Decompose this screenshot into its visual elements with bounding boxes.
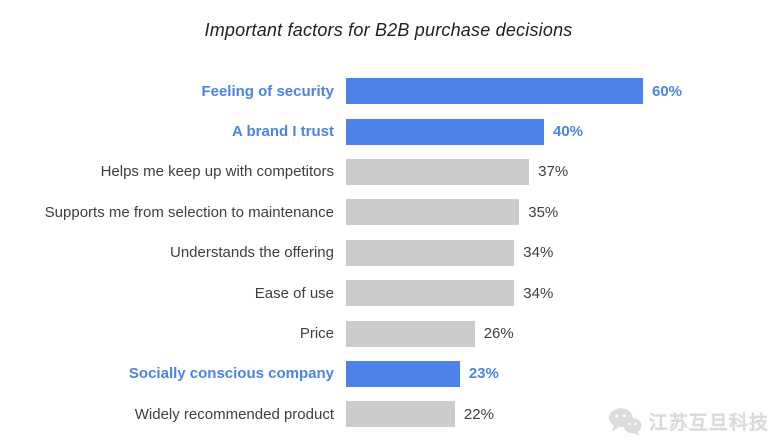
bar — [346, 199, 520, 226]
chart-row: Feeling of security 60% — [0, 71, 777, 111]
wechat-icon — [608, 407, 642, 436]
bar-area: 40% — [346, 118, 777, 145]
category-label: Supports me from selection to maintenanc… — [44, 203, 334, 221]
category-label: Helps me keep up with competitors — [100, 163, 334, 181]
chart-row: Widely recommended product 22% — [0, 394, 777, 434]
bar-area: 26% — [346, 320, 777, 347]
value-label: 23% — [468, 365, 499, 383]
bar-area: 35% — [346, 199, 777, 226]
value-label: 37% — [538, 163, 569, 181]
bar — [346, 360, 460, 387]
value-label: 60% — [652, 82, 683, 100]
category-label: Understands the offering — [170, 244, 334, 262]
chart-row: A brand I trust 40% — [0, 111, 777, 151]
chart-row: Helps me keep up with competitors 37% — [0, 152, 777, 192]
value-label: 22% — [463, 405, 494, 423]
watermark: 江苏互旦科技 — [608, 407, 769, 436]
bar-area: 34% — [346, 239, 777, 266]
value-label: 26% — [483, 325, 514, 343]
value-label: 35% — [528, 203, 559, 221]
bar-area: 34% — [346, 280, 777, 307]
bar — [346, 320, 475, 347]
chart-row: Ease of use 34% — [0, 273, 777, 313]
bar — [346, 239, 515, 266]
bar-area: 60% — [346, 78, 777, 105]
bar-area: 37% — [346, 158, 777, 185]
bar — [346, 280, 515, 307]
chart-row: Understands the offering 34% — [0, 233, 777, 273]
chart-row: Supports me from selection to maintenanc… — [0, 192, 777, 232]
bar-area: 22% — [346, 401, 777, 428]
category-label: Feeling of security — [201, 82, 334, 100]
watermark-text: 江苏互旦科技 — [648, 413, 769, 434]
category-label: Price — [299, 325, 334, 343]
bar — [346, 401, 455, 428]
category-label: Ease of use — [254, 284, 334, 302]
bar — [346, 158, 530, 185]
value-label: 34% — [523, 284, 554, 302]
category-label: A brand I trust — [232, 123, 334, 141]
chart-row: Price 26% — [0, 313, 777, 353]
category-label: Widely recommended product — [134, 405, 334, 423]
bar-area: 23% — [346, 360, 777, 387]
bar-rows: Feeling of security 60% A brand I trust 40%… — [0, 71, 777, 435]
value-label: 34% — [523, 244, 554, 262]
chart-title: Important factors for B2B purchase decis… — [204, 20, 573, 40]
bar — [346, 78, 643, 105]
bar — [346, 118, 544, 145]
value-label: 40% — [553, 123, 584, 141]
chart-row: Socially conscious company 23% — [0, 354, 777, 394]
category-label: Socially conscious company — [128, 365, 334, 383]
